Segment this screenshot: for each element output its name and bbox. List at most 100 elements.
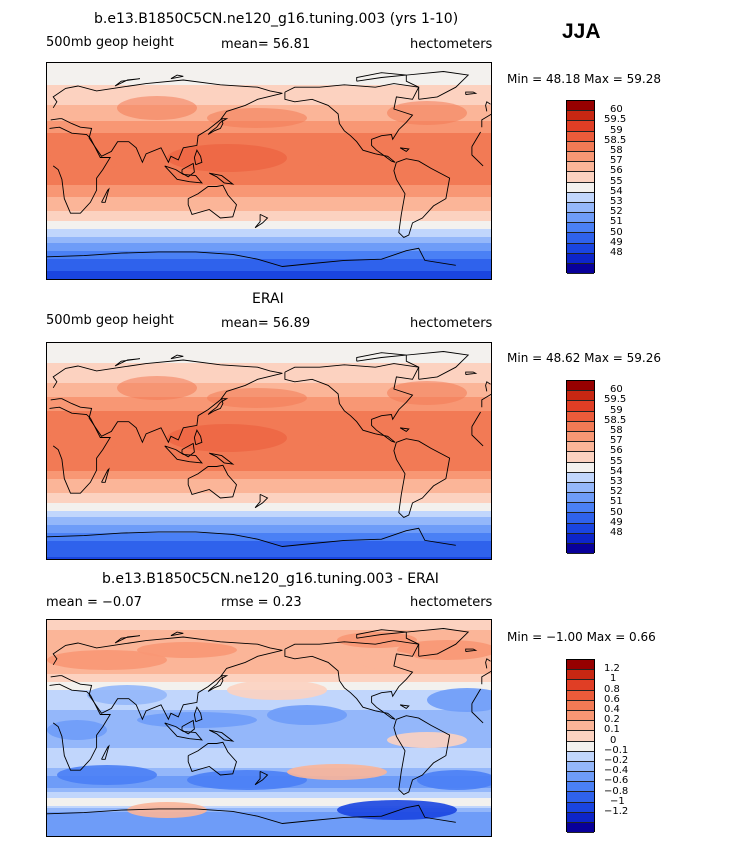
field-band bbox=[47, 365, 491, 368]
panel-3-field bbox=[47, 620, 491, 836]
field-anomaly bbox=[427, 688, 491, 712]
coastline-path bbox=[207, 118, 229, 135]
field-band bbox=[47, 806, 491, 809]
field-band bbox=[47, 105, 491, 108]
field-band bbox=[47, 469, 491, 472]
panel-3-colorbar bbox=[566, 659, 595, 834]
colorbar-tick-label: −1 bbox=[610, 795, 625, 807]
field-band bbox=[47, 531, 491, 534]
field-band bbox=[47, 417, 491, 420]
field-band bbox=[47, 547, 491, 550]
colorbar-tick-label: 59 bbox=[610, 404, 623, 416]
field-band bbox=[47, 107, 491, 110]
field-band bbox=[47, 640, 491, 643]
field-band bbox=[47, 383, 491, 386]
field-band bbox=[47, 509, 491, 512]
field-band bbox=[47, 674, 491, 677]
panel-2-field bbox=[47, 343, 491, 559]
colorbar-tick-label: 50 bbox=[610, 506, 623, 518]
field-band bbox=[47, 820, 491, 823]
field-anomaly bbox=[47, 720, 107, 740]
colorbar-tick-label: 53 bbox=[610, 196, 623, 207]
field-band bbox=[47, 642, 491, 645]
field-band bbox=[47, 808, 491, 811]
field-band bbox=[47, 81, 491, 84]
field-band bbox=[47, 676, 491, 679]
colorbar-tick-label: 49 bbox=[610, 236, 623, 248]
coastline-path bbox=[465, 371, 478, 375]
field-band bbox=[47, 758, 491, 761]
field-band bbox=[47, 255, 491, 258]
field-band bbox=[47, 656, 491, 659]
field-anomaly bbox=[417, 770, 491, 790]
field-band bbox=[47, 722, 491, 725]
colorbar-tick-label: 55 bbox=[610, 455, 623, 467]
field-band bbox=[47, 834, 491, 836]
field-band bbox=[47, 351, 491, 354]
colorbar-tick-label: 58 bbox=[610, 425, 623, 436]
coastline-path bbox=[50, 359, 491, 444]
field-band bbox=[47, 471, 491, 474]
field-band bbox=[47, 345, 491, 348]
field-band bbox=[47, 732, 491, 735]
field-band bbox=[47, 636, 491, 639]
colorbar-tick-label: 0.8 bbox=[604, 683, 620, 695]
panel-3-minmax: Min = −1.00 Max = 0.66 bbox=[507, 630, 656, 644]
coastline-path bbox=[209, 172, 235, 185]
field-band bbox=[47, 658, 491, 661]
panel-3-map bbox=[46, 619, 492, 837]
panel-3-rmse-label: rmse = 0.23 bbox=[221, 595, 302, 610]
field-band bbox=[47, 756, 491, 759]
field-band bbox=[47, 457, 491, 460]
colorbar-tick-label: 54 bbox=[610, 185, 623, 197]
field-band bbox=[47, 700, 491, 703]
colorbar-tick-label: 51 bbox=[610, 216, 623, 228]
field-anomaly bbox=[287, 764, 387, 780]
field-band bbox=[47, 630, 491, 633]
field-band bbox=[47, 251, 491, 254]
field-band bbox=[47, 135, 491, 138]
field-band bbox=[47, 473, 491, 476]
colorbar-swatch bbox=[567, 223, 594, 234]
field-band bbox=[47, 726, 491, 729]
coastline-path bbox=[164, 165, 203, 184]
field-band bbox=[47, 349, 491, 352]
coastline-path bbox=[393, 715, 451, 795]
field-band bbox=[47, 273, 491, 276]
field-anomaly bbox=[207, 108, 307, 128]
field-band bbox=[47, 624, 491, 627]
field-band bbox=[47, 203, 491, 206]
colorbar-tick-label: 58 bbox=[610, 145, 623, 156]
field-band bbox=[47, 662, 491, 665]
field-band bbox=[47, 419, 491, 422]
field-band bbox=[47, 529, 491, 532]
field-band bbox=[47, 654, 491, 657]
field-band bbox=[47, 455, 491, 458]
colorbar-swatch bbox=[567, 812, 594, 823]
field-band bbox=[47, 718, 491, 721]
colorbar-swatch bbox=[567, 381, 594, 392]
colorbar-swatch bbox=[567, 141, 594, 152]
colorbar-tick-label: 60 bbox=[610, 104, 623, 116]
field-band bbox=[47, 221, 491, 224]
field-band bbox=[47, 357, 491, 360]
colorbar-swatch bbox=[567, 421, 594, 432]
panel-1-title: b.e13.B1850C5CN.ne120_g16.tuning.003 (yr… bbox=[94, 11, 459, 27]
field-band bbox=[47, 421, 491, 424]
field-band bbox=[47, 133, 491, 136]
field-band bbox=[47, 465, 491, 468]
field-band bbox=[47, 387, 491, 390]
field-band bbox=[47, 724, 491, 727]
field-band bbox=[47, 189, 491, 192]
field-band bbox=[47, 748, 491, 751]
field-band bbox=[47, 385, 491, 388]
field-anomaly bbox=[357, 651, 417, 669]
coastline-path bbox=[187, 184, 238, 219]
field-band bbox=[47, 373, 491, 376]
panel-2-minmax: Min = 48.62 Max = 59.26 bbox=[507, 351, 661, 365]
field-band bbox=[47, 678, 491, 681]
field-band bbox=[47, 828, 491, 831]
field-band bbox=[47, 279, 492, 280]
field-band bbox=[47, 746, 491, 749]
colorbar-swatch bbox=[567, 233, 594, 244]
